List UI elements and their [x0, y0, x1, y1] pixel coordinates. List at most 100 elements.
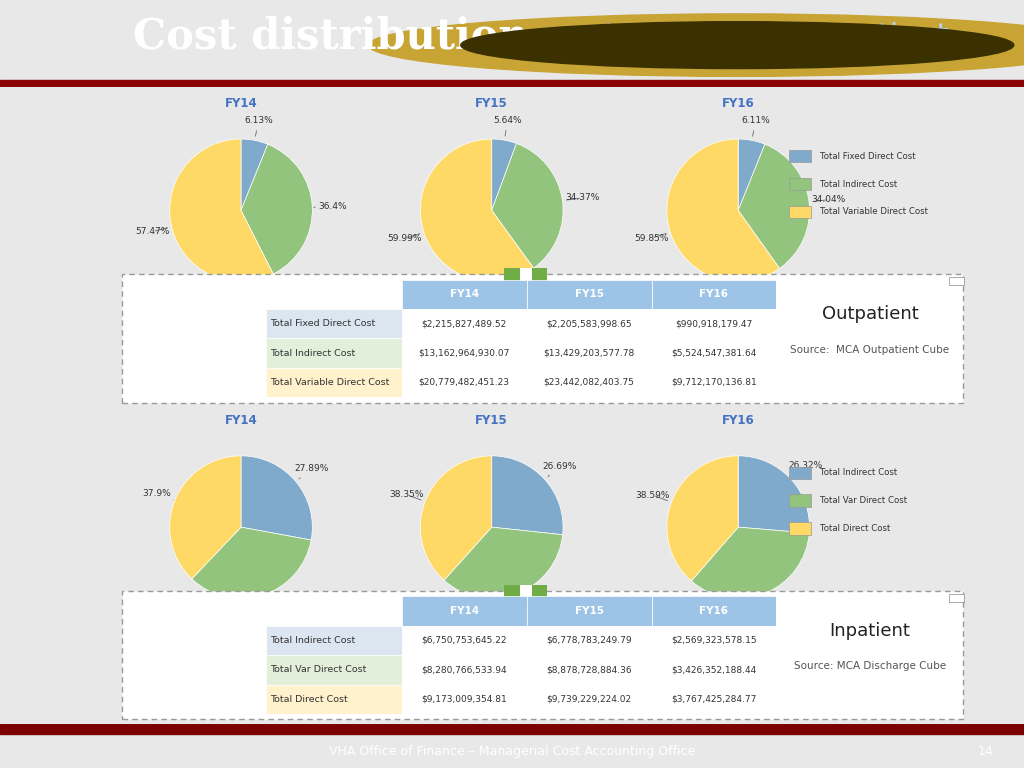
Text: $2,215,827,489.52: $2,215,827,489.52 — [422, 319, 507, 328]
Text: Total Indirect Cost: Total Indirect Cost — [820, 468, 897, 478]
Text: Total Direct Cost: Total Direct Cost — [820, 525, 890, 533]
FancyBboxPatch shape — [122, 274, 964, 402]
Text: 34.21%: 34.21% — [252, 599, 287, 618]
Text: $5,524,547,381.64: $5,524,547,381.64 — [672, 349, 757, 358]
Text: Total Variable Direct Cost: Total Variable Direct Cost — [820, 207, 928, 217]
FancyBboxPatch shape — [401, 655, 526, 684]
FancyBboxPatch shape — [526, 368, 651, 397]
Text: 57.47%: 57.47% — [135, 227, 169, 236]
Text: 6.13%: 6.13% — [244, 116, 272, 136]
FancyBboxPatch shape — [505, 260, 547, 285]
FancyBboxPatch shape — [266, 368, 401, 397]
FancyBboxPatch shape — [401, 684, 526, 714]
Text: FY15: FY15 — [574, 606, 603, 616]
FancyBboxPatch shape — [949, 276, 965, 285]
Circle shape — [461, 22, 1014, 68]
Wedge shape — [492, 456, 563, 535]
Text: 34.37%: 34.37% — [565, 194, 599, 203]
Text: Source: MCA Discharge Cube: Source: MCA Discharge Cube — [794, 661, 946, 671]
FancyBboxPatch shape — [266, 684, 401, 714]
Wedge shape — [691, 527, 809, 598]
Text: Inpatient: Inpatient — [829, 621, 910, 640]
Text: Total Variable Direct Cost: Total Variable Direct Cost — [270, 378, 390, 387]
Text: Total Indirect Cost: Total Indirect Cost — [270, 636, 355, 645]
Text: FY16: FY16 — [699, 290, 728, 300]
Text: 38.59%: 38.59% — [636, 491, 670, 501]
Text: 37.9%: 37.9% — [142, 488, 173, 500]
Text: $20,779,482,451.23: $20,779,482,451.23 — [419, 378, 510, 387]
Text: FY14: FY14 — [224, 98, 257, 111]
Text: FY15: FY15 — [475, 98, 508, 111]
Text: Cost distribution: Cost distribution — [133, 15, 528, 58]
Text: Outpatient: Outpatient — [821, 305, 919, 323]
Text: FY14: FY14 — [224, 414, 257, 427]
FancyBboxPatch shape — [790, 177, 811, 190]
FancyBboxPatch shape — [520, 582, 531, 599]
Wedge shape — [738, 456, 810, 533]
Text: $2,569,323,578.15: $2,569,323,578.15 — [671, 636, 757, 645]
Wedge shape — [492, 139, 516, 210]
Text: $990,918,179.47: $990,918,179.47 — [676, 319, 753, 328]
FancyBboxPatch shape — [401, 309, 526, 339]
Wedge shape — [492, 144, 563, 268]
Text: Source:  MCA Outpatient Cube: Source: MCA Outpatient Cube — [791, 345, 949, 355]
Text: Total Indirect Cost: Total Indirect Cost — [820, 180, 897, 188]
Text: $2,205,583,998.65: $2,205,583,998.65 — [546, 319, 632, 328]
Text: 35.09%: 35.09% — [756, 598, 790, 616]
FancyBboxPatch shape — [526, 655, 651, 684]
FancyBboxPatch shape — [266, 309, 401, 339]
Text: $13,429,203,577.78: $13,429,203,577.78 — [544, 349, 635, 358]
Text: Total Fixed Direct Cost: Total Fixed Direct Cost — [270, 319, 376, 328]
Text: FY16: FY16 — [722, 414, 755, 427]
Wedge shape — [241, 139, 268, 210]
FancyBboxPatch shape — [651, 626, 776, 655]
FancyBboxPatch shape — [401, 626, 526, 655]
FancyBboxPatch shape — [401, 597, 526, 626]
Text: FY16: FY16 — [722, 98, 755, 111]
FancyBboxPatch shape — [790, 150, 811, 162]
Text: $8,878,728,884.36: $8,878,728,884.36 — [546, 665, 632, 674]
Text: 38.35%: 38.35% — [389, 490, 424, 500]
FancyBboxPatch shape — [790, 466, 811, 479]
Text: Total Indirect Cost: Total Indirect Cost — [270, 349, 355, 358]
Text: FY15: FY15 — [475, 414, 508, 427]
Text: 34.96%: 34.96% — [507, 598, 542, 617]
FancyBboxPatch shape — [651, 368, 776, 397]
Text: Total Var Direct Cost: Total Var Direct Cost — [270, 665, 367, 674]
FancyBboxPatch shape — [266, 655, 401, 684]
Text: 59.99%: 59.99% — [388, 233, 422, 243]
Text: FY14: FY14 — [450, 290, 478, 300]
Wedge shape — [667, 456, 738, 581]
Text: – Inpatient & Outpatient: – Inpatient & Outpatient — [579, 22, 948, 51]
Wedge shape — [170, 456, 241, 579]
FancyBboxPatch shape — [401, 368, 526, 397]
Text: $23,442,082,403.75: $23,442,082,403.75 — [544, 378, 635, 387]
Text: Total Fixed Direct Cost: Total Fixed Direct Cost — [820, 151, 915, 161]
Text: Total Var Direct Cost: Total Var Direct Cost — [820, 496, 907, 505]
FancyBboxPatch shape — [790, 522, 811, 535]
Text: $8,280,766,533.94: $8,280,766,533.94 — [421, 665, 507, 674]
FancyBboxPatch shape — [520, 266, 531, 283]
FancyBboxPatch shape — [266, 339, 401, 368]
FancyBboxPatch shape — [651, 309, 776, 339]
FancyBboxPatch shape — [651, 280, 776, 309]
Text: FY15: FY15 — [574, 290, 603, 300]
Wedge shape — [241, 456, 312, 540]
Wedge shape — [738, 144, 810, 269]
Text: $3,426,352,188.44: $3,426,352,188.44 — [672, 665, 757, 674]
Text: 26.69%: 26.69% — [543, 462, 577, 477]
FancyBboxPatch shape — [526, 339, 651, 368]
Text: 14: 14 — [978, 745, 993, 758]
FancyBboxPatch shape — [526, 626, 651, 655]
FancyBboxPatch shape — [790, 495, 811, 507]
FancyBboxPatch shape — [505, 577, 547, 602]
FancyBboxPatch shape — [949, 594, 965, 602]
FancyBboxPatch shape — [651, 339, 776, 368]
Text: $3,767,425,284.77: $3,767,425,284.77 — [672, 695, 757, 703]
Text: $6,778,783,249.79: $6,778,783,249.79 — [546, 636, 632, 645]
FancyBboxPatch shape — [266, 626, 401, 655]
Wedge shape — [241, 144, 312, 274]
FancyBboxPatch shape — [651, 684, 776, 714]
Text: 26.32%: 26.32% — [788, 461, 822, 476]
FancyBboxPatch shape — [122, 591, 964, 720]
